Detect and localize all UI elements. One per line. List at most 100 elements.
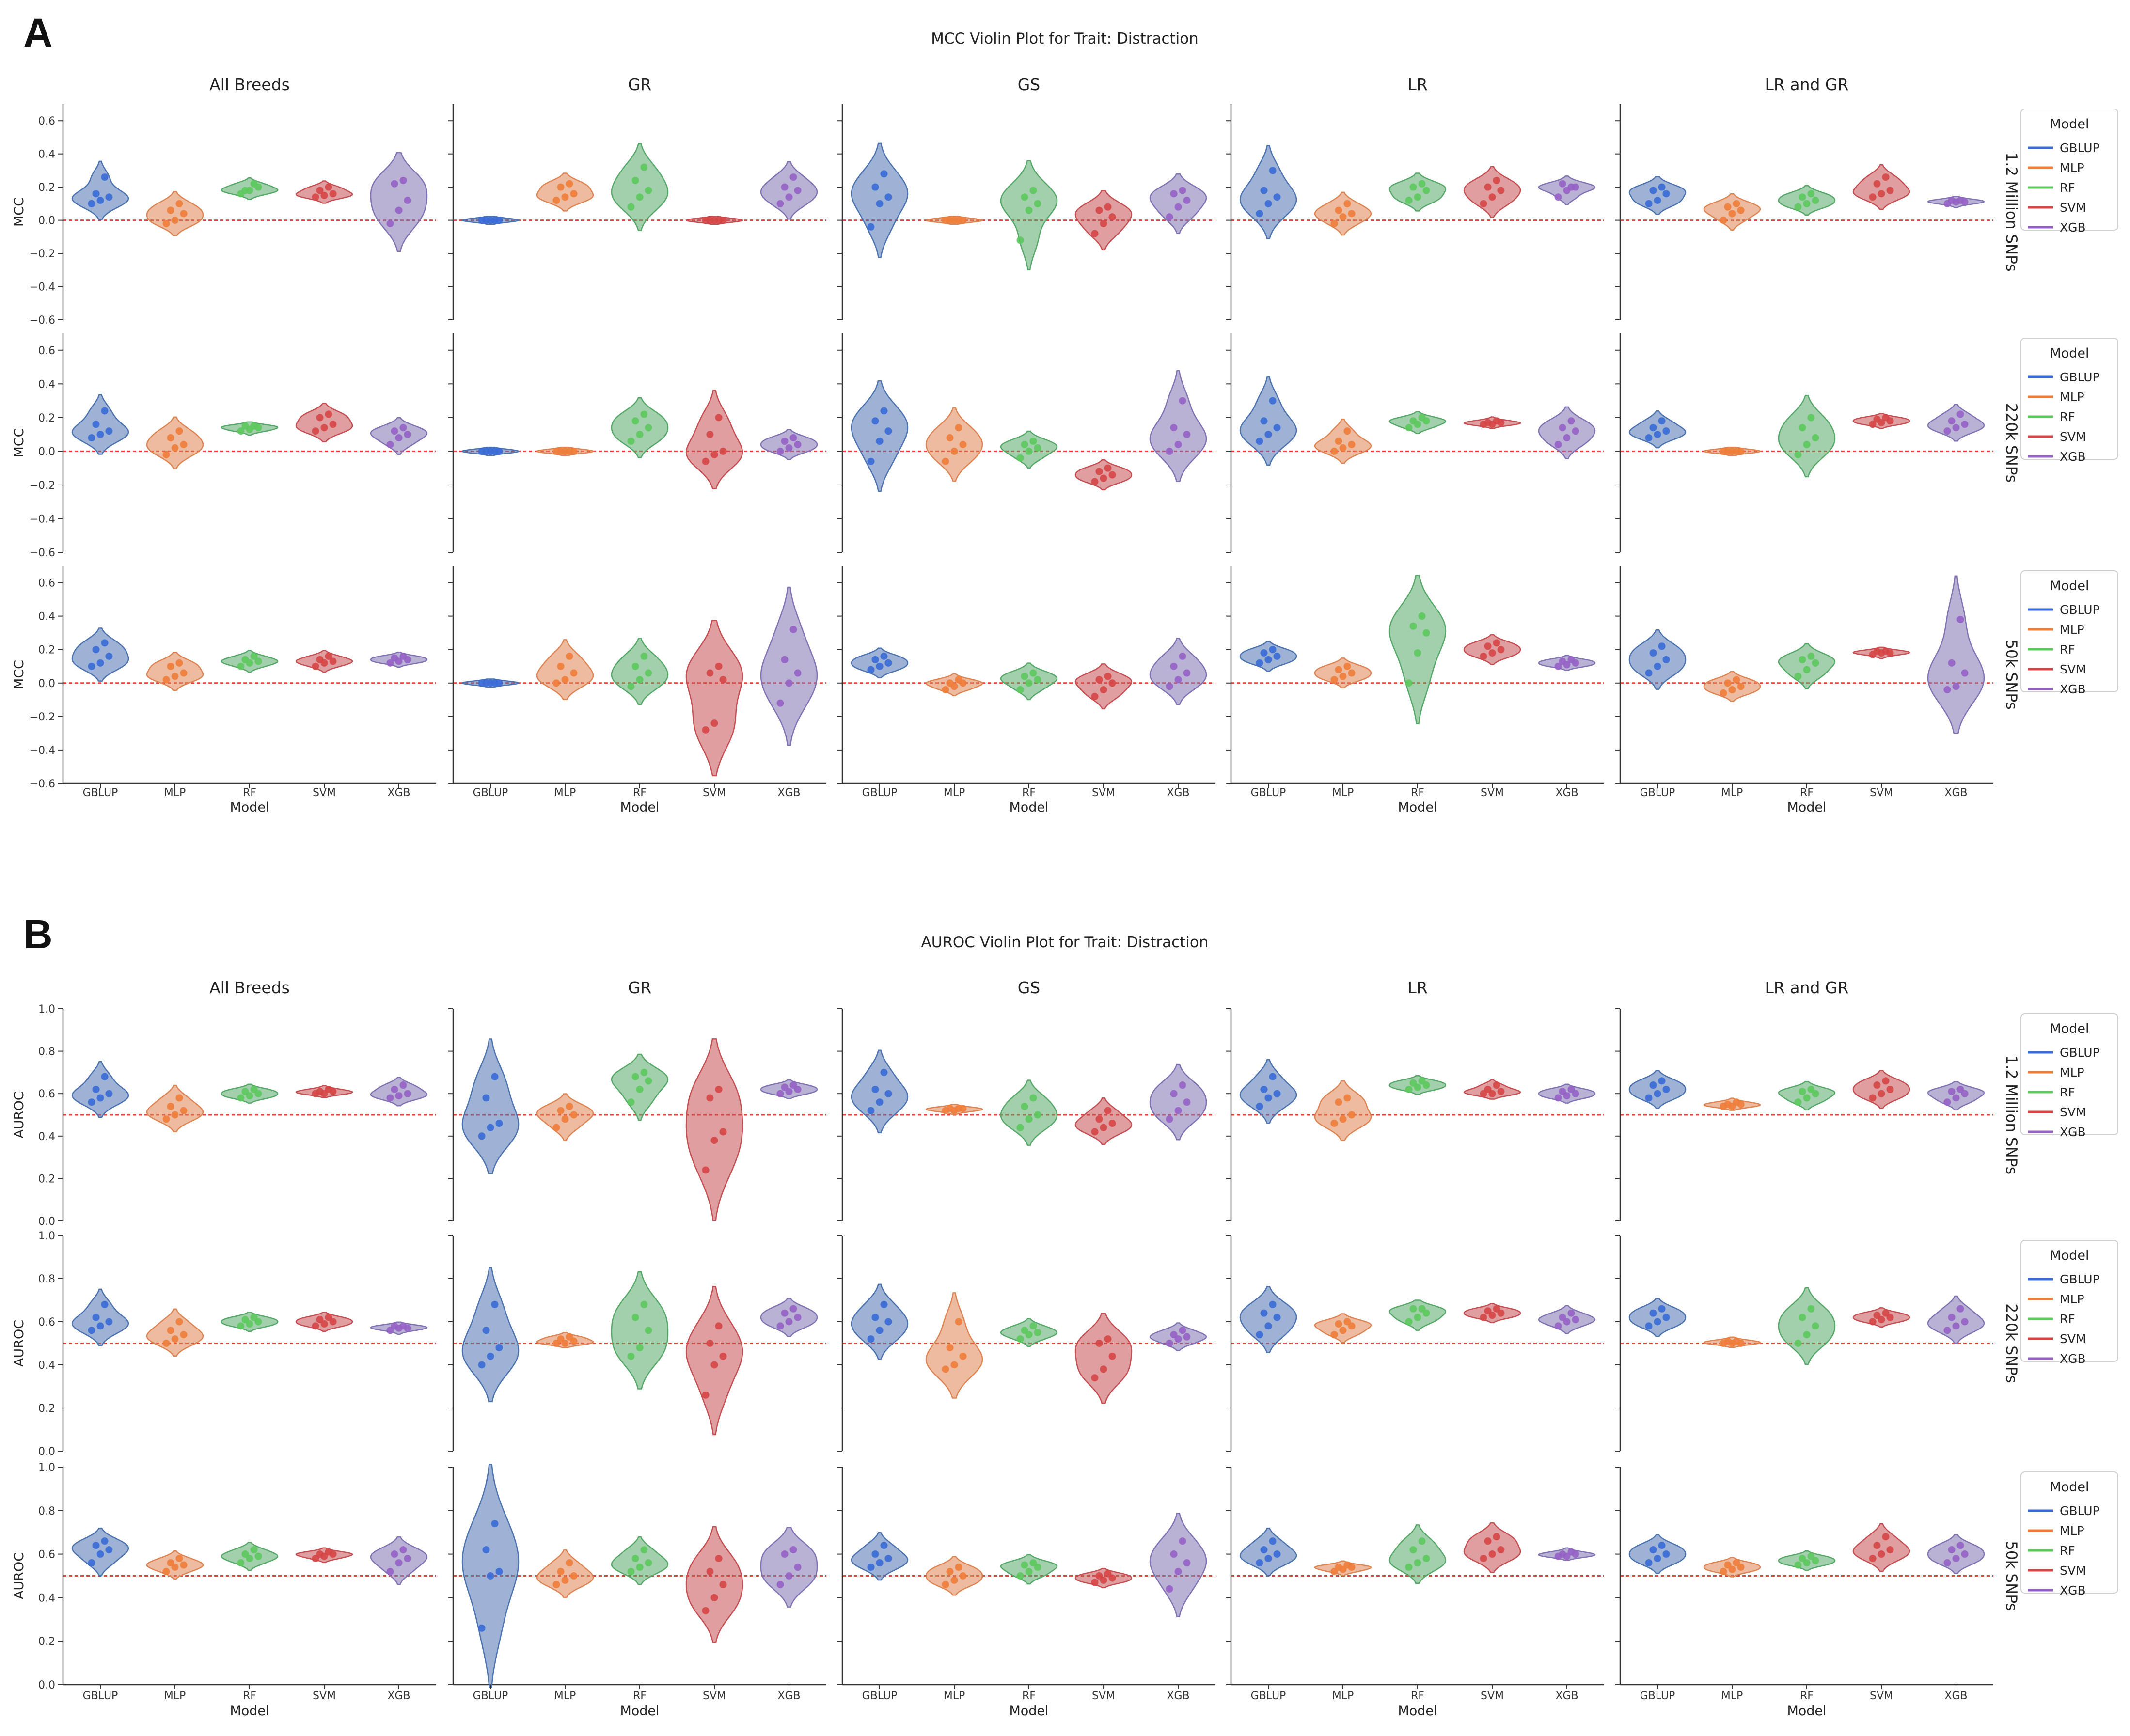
y-axis-label: AUROC <box>12 1552 27 1599</box>
subplot-lr <box>1226 1235 1604 1452</box>
point-rf-1 <box>237 662 245 670</box>
x-tick-label-xgb: XGB <box>1555 1690 1578 1702</box>
point-xgb-1 <box>386 1094 394 1102</box>
x-tick-label-mlp: MLP <box>944 787 965 799</box>
point-gblup-4 <box>1260 1546 1268 1554</box>
violin-gblup <box>851 1532 909 1581</box>
point-mlp-4 <box>1335 206 1342 214</box>
violin-xgb <box>1927 1534 1985 1574</box>
point-gblup-1 <box>1645 434 1653 442</box>
y-tick-label: 0.0 <box>38 215 55 227</box>
point-rf-1 <box>1794 1561 1802 1569</box>
point-gblup-4 <box>1649 424 1657 432</box>
point-mlp-4 <box>557 183 565 191</box>
point-rf-2 <box>636 1085 644 1093</box>
legend: Model GBLUP MLP RF SVM XGB <box>2020 570 2118 696</box>
legend-label-xgb: XGB <box>2060 1125 2086 1139</box>
point-rf-4 <box>241 656 249 663</box>
point-rf-3 <box>645 1327 652 1334</box>
point-xgb-2 <box>785 444 793 452</box>
point-rf-2 <box>1414 1559 1421 1567</box>
y-tick-label: 1.0 <box>38 1462 55 1474</box>
column-header-lr: LR <box>1407 75 1427 94</box>
point-gblup-4 <box>1260 187 1268 194</box>
violin-gblup <box>1239 1527 1297 1577</box>
point-xgb-5 <box>1956 410 1964 418</box>
point-xgb-3 <box>1961 1550 1969 1558</box>
point-gblup-3 <box>1662 190 1670 198</box>
violin-rf <box>611 638 669 705</box>
subplot-all-breeds: −0.6 −0.4 −0.2 0.0 0.2 0.4 0.6 MCC <box>12 104 436 327</box>
violin-gblup <box>461 1038 520 1174</box>
y-tick-label: 0.6 <box>38 1088 55 1100</box>
point-mlp-5 <box>566 1102 573 1110</box>
point-svm-3 <box>1497 1088 1505 1095</box>
point-rf-4 <box>631 1314 639 1321</box>
column-header-gs: GS <box>1018 75 1041 94</box>
point-gblup-5 <box>101 1300 109 1308</box>
violin-svm <box>1074 1097 1133 1145</box>
point-xgb-5 <box>1956 1542 1964 1549</box>
point-rf-5 <box>1807 414 1815 422</box>
point-svm-4 <box>1484 183 1492 191</box>
point-xgb-1 <box>1166 1585 1173 1593</box>
point-svm-3 <box>719 1580 727 1588</box>
point-gblup-5 <box>1658 417 1666 425</box>
point-rf-4 <box>1021 1327 1028 1334</box>
point-mlp-3 <box>1348 1111 1356 1119</box>
point-svm-1 <box>702 1391 710 1399</box>
point-mlp-4 <box>557 1107 565 1114</box>
point-rf-1 <box>1405 679 1413 687</box>
x-tick-label-gblup: GBLUP <box>473 787 508 799</box>
point-gblup-5 <box>1269 1300 1277 1308</box>
subplot-lr <box>1226 333 1604 553</box>
legend-label-gblup: GBLUP <box>2060 1504 2100 1518</box>
point-rf-5 <box>1029 438 1037 445</box>
violin-gblup <box>71 393 129 455</box>
point-rf-4 <box>1799 424 1806 432</box>
point-xgb-4 <box>391 1085 398 1093</box>
point-mlp-2 <box>1339 1115 1347 1123</box>
point-xgb-5 <box>1567 417 1575 425</box>
point-mlp-3 <box>180 1107 188 1114</box>
column-header-lr-and-gr: LR and GR <box>1765 75 1849 94</box>
point-gblup-4 <box>1260 417 1268 425</box>
point-gblup-3 <box>495 1344 503 1351</box>
point-rf-3 <box>1034 676 1041 684</box>
panel-letter-b: B <box>23 911 53 957</box>
x-tick-label-svm: SVM <box>1481 1690 1504 1702</box>
violin-mlp <box>146 652 204 691</box>
point-gblup-3 <box>1662 1085 1670 1093</box>
x-tick-label-svm: SVM <box>1092 787 1115 799</box>
point-mlp-2 <box>1339 1327 1347 1334</box>
point-gblup-3 <box>1273 1550 1281 1558</box>
point-mlp-5 <box>1343 662 1351 670</box>
y-tick-label: −0.4 <box>30 282 55 294</box>
point-rf-1 <box>1794 673 1802 680</box>
point-mlp-1 <box>162 1115 170 1123</box>
point-gblup-5 <box>880 653 888 660</box>
point-gblup-5 <box>101 639 109 647</box>
point-rf-5 <box>1418 1077 1426 1085</box>
point-xgb-5 <box>1956 1085 1964 1093</box>
point-mlp-1 <box>1330 447 1338 455</box>
point-gblup-3 <box>105 1546 113 1554</box>
y-tick-label: 0.4 <box>38 378 55 391</box>
point-xgb-5 <box>1567 1548 1575 1556</box>
y-tick-label: 0.8 <box>38 1046 55 1058</box>
point-gblup-5 <box>491 217 499 224</box>
point-svm-1 <box>312 1322 319 1330</box>
point-gblup-2 <box>876 1098 884 1106</box>
point-svm-2 <box>1100 474 1107 482</box>
legend-label-xgb: XGB <box>2060 1583 2086 1597</box>
point-mlp-4 <box>1724 679 1732 687</box>
violin-rf <box>1000 160 1058 271</box>
point-gblup-2 <box>96 1322 104 1330</box>
point-rf-5 <box>1418 612 1426 620</box>
violin-gblup <box>1628 629 1687 690</box>
point-rf-4 <box>1409 183 1417 191</box>
point-svm-5 <box>715 217 723 224</box>
point-mlp-5 <box>1733 1098 1740 1106</box>
point-mlp-2 <box>561 676 569 684</box>
violin-mlp <box>146 1308 204 1357</box>
